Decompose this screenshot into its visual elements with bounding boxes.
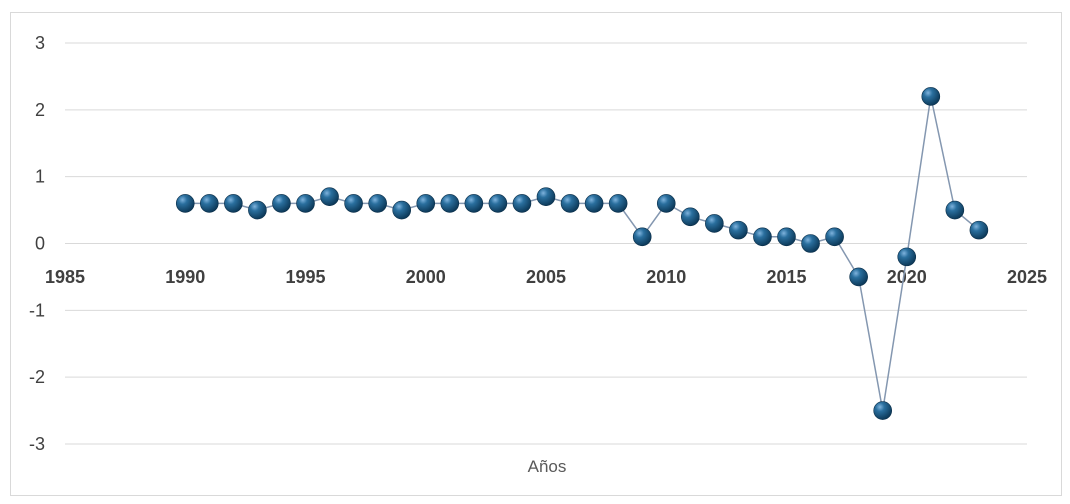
data-point-2009[interactable] <box>632 227 652 247</box>
x-tick-label: 2005 <box>526 267 566 287</box>
data-point-2017[interactable] <box>825 227 844 247</box>
data-point-1993[interactable] <box>248 200 267 220</box>
data-point-2005[interactable] <box>536 187 556 207</box>
y-tick-label: -3 <box>29 434 45 454</box>
x-tick-label: 2010 <box>646 267 686 287</box>
x-axis-ticks: 1985 1990 1995 2000 2005 2010 2015 2020 2025 <box>45 267 1047 287</box>
data-point-1999[interactable] <box>392 200 412 220</box>
data-point-2016[interactable] <box>801 234 820 253</box>
data-point-1991[interactable] <box>200 194 219 213</box>
data-point-2012[interactable] <box>705 214 724 233</box>
x-tick-label: 1990 <box>165 267 205 287</box>
y-tick-label: 0 <box>35 234 45 254</box>
data-point-2015[interactable] <box>777 227 796 247</box>
y-tick-label: 2 <box>35 100 45 120</box>
x-tick-label: 2025 <box>1007 267 1047 287</box>
data-point-2011[interactable] <box>680 207 700 227</box>
series-line <box>185 96 980 411</box>
data-point-2007[interactable] <box>584 194 604 213</box>
data-point-1998[interactable] <box>368 194 387 213</box>
series-line-group <box>185 96 980 411</box>
data-point-2006[interactable] <box>560 194 580 213</box>
y-tick-label: -1 <box>29 300 45 320</box>
gridlines <box>65 42 1027 445</box>
data-point-2014[interactable] <box>753 227 772 247</box>
x-tick-label: 2015 <box>766 267 806 287</box>
data-point-1996[interactable] <box>320 187 339 207</box>
data-point-2000[interactable] <box>416 194 436 213</box>
data-point-2013[interactable] <box>729 220 748 240</box>
data-point-2010[interactable] <box>656 194 676 213</box>
data-point-2022[interactable] <box>945 200 965 220</box>
data-point-2023[interactable] <box>969 220 989 240</box>
data-point-1994[interactable] <box>272 194 291 213</box>
y-tick-label: -2 <box>29 367 45 387</box>
data-point-2001[interactable] <box>440 194 460 213</box>
data-points <box>175 87 989 420</box>
data-point-1990[interactable] <box>175 194 195 213</box>
y-axis-ticks: 3 2 1 0 -1 -2 -3 <box>29 33 45 454</box>
data-point-2004[interactable] <box>512 194 532 213</box>
data-point-2008[interactable] <box>608 194 628 213</box>
x-tick-label: 1985 <box>45 267 85 287</box>
x-tick-label: 1995 <box>285 267 325 287</box>
data-point-1997[interactable] <box>344 194 363 213</box>
y-tick-label: 1 <box>35 167 45 187</box>
x-axis-label: Años <box>528 457 567 476</box>
x-tick-label: 2020 <box>887 267 927 287</box>
data-point-2020[interactable] <box>897 247 917 267</box>
x-tick-label: 2000 <box>406 267 446 287</box>
data-point-1992[interactable] <box>224 194 243 213</box>
data-point-2002[interactable] <box>464 194 484 213</box>
data-point-2018[interactable] <box>849 267 868 287</box>
data-point-2021[interactable] <box>921 87 941 106</box>
y-tick-label: 3 <box>35 33 45 53</box>
data-point-2019[interactable] <box>873 401 893 420</box>
data-point-1995[interactable] <box>296 194 315 213</box>
data-point-2003[interactable] <box>488 194 508 213</box>
